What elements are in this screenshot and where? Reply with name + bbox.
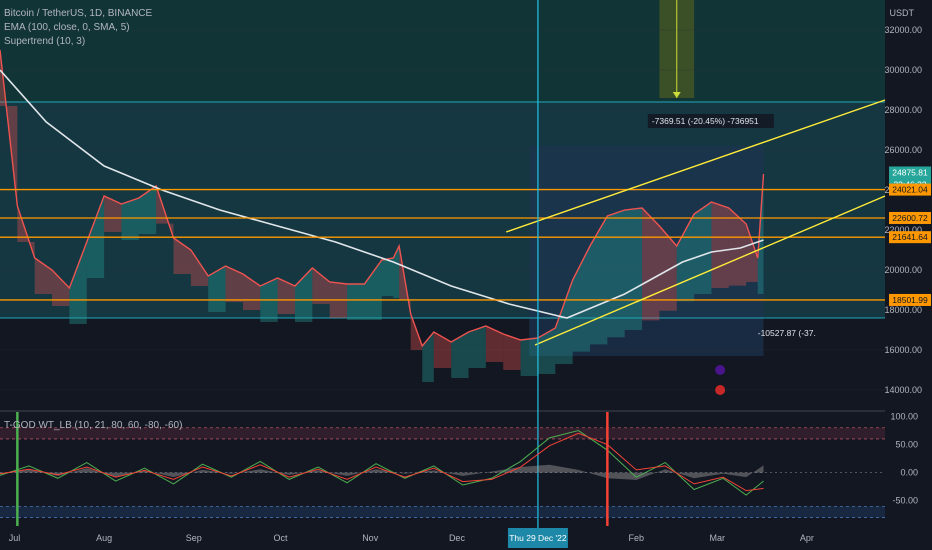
y-tick-label: 26000.00	[884, 145, 922, 155]
supertrend-bear-fill	[104, 196, 122, 232]
supertrend-bull-fill	[537, 328, 556, 374]
supertrend-bull-fill	[555, 280, 573, 364]
osc-y-tick-label: -50.00	[892, 496, 918, 506]
symbol-title[interactable]: Bitcoin / TetherUS, 1D, BINANCE	[4, 8, 153, 19]
x-tick-label: Oct	[274, 533, 289, 543]
price-series-line[interactable]	[0, 49, 765, 348]
osc-y-tick-label: 0.00	[900, 468, 918, 478]
x-tick-label: Apr	[800, 533, 814, 543]
ema-line[interactable]	[0, 69, 764, 319]
supertrend-bull-fill	[347, 284, 365, 320]
price-badge-text: 24875.81	[892, 167, 928, 177]
x-tick-label: Dec	[449, 533, 466, 543]
supertrend-bull-fill	[624, 208, 643, 330]
y-tick-label: 22000.00	[884, 225, 922, 235]
y-tick-label: 28000.00	[884, 105, 922, 115]
supertrend-bull-fill	[451, 332, 469, 378]
price-badge-text: 18501.99	[892, 295, 928, 305]
oscillator-legend[interactable]: T-GOD WT_LB (10, 21, 80, 60, -80, -60)	[4, 420, 183, 431]
channel-upper-line[interactable]	[505, 99, 886, 233]
osc-histogram-area	[0, 464, 764, 480]
x-tick-label: Nov	[362, 533, 379, 543]
measure-label: -7369.51 (-20.45%) -736951	[652, 116, 759, 126]
y-tick-label: 32000.00	[884, 25, 922, 35]
supertrend-bull-fill	[520, 338, 538, 376]
price-badge[interactable]	[889, 293, 931, 306]
lightning-icon[interactable]	[715, 365, 726, 375]
supertrend-bear-fill	[485, 326, 504, 362]
supertrend-bull-fill	[121, 198, 139, 240]
currency-label: USDT	[889, 8, 915, 18]
price-badge-text: 21641.64	[892, 232, 928, 242]
crosshair-date-label: Thu 29 Dec '22	[509, 533, 567, 543]
supertrend-bear-fill	[190, 250, 209, 286]
supertrend-bear-fill	[34, 258, 53, 294]
measure-label-2: -10527.87 (-37.	[758, 328, 816, 338]
osc-wt1-line[interactable]	[0, 429, 764, 496]
price-badge[interactable]	[889, 231, 931, 244]
supertrend-bull-fill	[607, 210, 625, 338]
channel-lower-line[interactable]	[534, 195, 886, 346]
crosshair-date-badge	[507, 528, 568, 548]
supertrend-bull-fill	[468, 326, 486, 368]
upper-zone	[0, 0, 885, 102]
price-badge-text: 24021.04	[892, 185, 928, 195]
supertrend-bull-fill	[393, 246, 400, 298]
supertrend-bull-fill	[422, 332, 434, 382]
supertrend-bull-fill	[69, 242, 87, 324]
supertrend-bear-fill	[642, 208, 660, 321]
supertrend-bear-fill	[277, 278, 295, 314]
y-tick-label: 20000.00	[884, 265, 922, 275]
supertrend-bear-fill	[312, 268, 330, 304]
supertrend-bear-fill	[728, 208, 747, 286]
osc-y-tick-label: 100.00	[890, 411, 918, 421]
supertrend-bull-fill	[138, 186, 157, 234]
x-tick-label: Jul	[9, 533, 21, 543]
supertrend-bear-fill	[503, 334, 521, 370]
price-badge[interactable]	[889, 211, 931, 224]
ema-legend[interactable]: EMA (100, close, 0, SMA, 5)	[4, 22, 130, 33]
supertrend-bear-fill	[173, 238, 191, 274]
supertrend-bear-fill	[711, 202, 729, 288]
supertrend-bear-fill	[225, 266, 243, 302]
supertrend-bear-fill	[52, 270, 70, 306]
osc-overbought-zone	[0, 427, 885, 439]
y-tick-label: 16000.00	[884, 345, 922, 355]
us-flag-icon[interactable]	[715, 385, 726, 395]
y-tick-label: 30000.00	[884, 65, 922, 75]
supertrend-bull-fill	[694, 202, 712, 294]
supertrend-bull-fill	[381, 258, 394, 296]
supertrend-legend[interactable]: Supertrend (10, 3)	[4, 36, 86, 47]
x-tick-label: Mar	[710, 533, 726, 543]
y-tick-label: 18000.00	[884, 305, 922, 315]
x-tick-label: Aug	[96, 533, 112, 543]
osc-oversold-zone	[0, 506, 885, 518]
supertrend-bear-fill	[433, 332, 452, 368]
price-badge-text: 22600.72	[892, 213, 928, 223]
supertrend-bull-fill	[590, 216, 608, 345]
measure-label-box	[647, 114, 774, 128]
y-tick-label: 14000.00	[884, 385, 922, 395]
supertrend-bull-fill	[364, 260, 382, 320]
measure-arrow-head	[672, 92, 681, 98]
price-badge[interactable]	[889, 183, 931, 196]
x-tick-label: Feb	[629, 533, 645, 543]
osc-wt2-line[interactable]	[0, 432, 764, 492]
supertrend-bull-fill	[295, 268, 313, 322]
x-tick-label: Sep	[186, 533, 202, 543]
osc-y-tick-label: 50.00	[895, 440, 918, 450]
